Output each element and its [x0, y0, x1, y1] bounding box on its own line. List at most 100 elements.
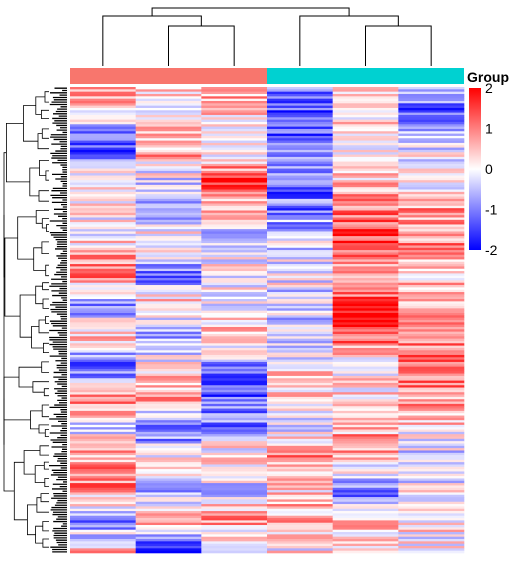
heatmap-cell: [201, 110, 268, 113]
heatmap-cell: [332, 415, 399, 419]
heatmap-cell: [201, 166, 268, 169]
heatmap-cell: [70, 152, 136, 155]
row-dendro-link: [41, 109, 49, 119]
heatmap-cell: [70, 142, 136, 146]
heatmap-cell: [398, 396, 465, 400]
color-legend: Group 2 1 0 -1 -2: [467, 69, 509, 258]
heatmap-cell: [135, 177, 202, 181]
heatmap-cell: [135, 501, 202, 505]
heatmap-cell: [398, 536, 465, 540]
heatmap-cell: [135, 320, 202, 323]
heatmap-cell: [70, 322, 136, 325]
heatmap-cell: [332, 271, 399, 274]
heatmap-cell: [201, 408, 268, 412]
heatmap-cell: [70, 368, 136, 372]
heatmap-cell: [135, 497, 202, 500]
heatmap-cell: [332, 424, 399, 428]
heatmap-cell: [70, 457, 136, 461]
heatmap-cell: [201, 180, 268, 183]
heatmap-cell: [267, 175, 333, 179]
heatmap-cell: [201, 352, 268, 356]
heatmap-cell: [398, 441, 465, 444]
heatmap-cell: [70, 513, 136, 517]
heatmap-cell: [135, 191, 202, 195]
heatmap-cell: [135, 182, 202, 186]
heatmap-cell: [398, 240, 465, 244]
heatmap-cell: [332, 89, 399, 92]
heatmap-cell: [398, 219, 465, 223]
heatmap-cell: [332, 394, 399, 398]
heatmap-cell: [398, 473, 465, 477]
heatmap-cell: [201, 194, 268, 197]
heatmap-cell: [267, 385, 333, 388]
heatmap-cell: [267, 501, 333, 505]
heatmap-cell: [332, 103, 399, 106]
heatmap-cell: [332, 483, 399, 486]
heatmap-cell: [135, 529, 202, 533]
heatmap-cell: [398, 191, 465, 195]
heatmap-cell: [398, 347, 465, 351]
heatmap-cell: [267, 154, 333, 158]
heatmap-cell: [201, 191, 268, 195]
row-dendro-link: [3, 398, 15, 492]
heatmap-cell: [70, 504, 136, 507]
heatmap-cell: [398, 429, 465, 433]
heatmap-cell: [332, 529, 399, 533]
heatmap-cell: [332, 310, 399, 314]
heatmap-cell: [135, 373, 202, 377]
heatmap-cell: [70, 501, 136, 505]
heatmap-cell: [201, 184, 268, 188]
heatmap-cell: [332, 515, 399, 519]
heatmap-cell: [135, 217, 202, 221]
heatmap-cell: [70, 347, 136, 351]
heatmap-cell: [398, 154, 465, 158]
heatmap-cell: [135, 366, 202, 370]
heatmap-cell: [70, 480, 136, 484]
heatmap-cell: [267, 299, 333, 302]
heatmap-cell: [398, 189, 465, 193]
heatmap-cell: [332, 385, 399, 388]
heatmap-cell: [267, 373, 333, 377]
heatmap-cell: [398, 89, 465, 92]
heatmap-cell: [398, 469, 465, 472]
heatmap-cell: [70, 236, 136, 239]
heatmap-cell: [70, 140, 136, 144]
heatmap-cell: [201, 245, 268, 249]
heatmap-cell: [267, 380, 333, 384]
heatmap-cell: [332, 191, 399, 195]
heatmap-cell: [398, 105, 465, 109]
heatmap-cell: [70, 110, 136, 113]
heatmap-cell: [267, 187, 333, 190]
heatmap-cell: [201, 264, 268, 267]
heatmap-cell: [267, 359, 333, 363]
heatmap-cell: [267, 364, 333, 367]
heatmap-cell: [70, 219, 136, 223]
heatmap-cell: [267, 401, 333, 405]
heatmap-cell: [398, 121, 465, 125]
heatmap-cell: [201, 212, 268, 216]
heatmap-cell: [201, 208, 268, 211]
heatmap-cell: [267, 424, 333, 428]
heatmap-cell: [398, 194, 465, 197]
heatmap-cell: [70, 473, 136, 477]
heatmap-cell: [70, 450, 136, 454]
heatmap-cell: [332, 231, 399, 235]
heatmap-cell: [135, 124, 202, 127]
heatmap-cell: [135, 543, 202, 547]
heatmap-cell: [332, 203, 399, 207]
heatmap-cell: [70, 490, 136, 493]
heatmap-cell: [70, 135, 136, 139]
heatmap-cell: [201, 243, 268, 246]
legend-tick-label: 1: [485, 121, 493, 137]
heatmap-cell: [267, 170, 333, 174]
heatmap-cell: [201, 455, 268, 458]
heatmap-cell: [201, 389, 268, 393]
heatmap-cell: [135, 429, 202, 433]
heatmap-cell: [398, 343, 465, 346]
heatmap-cell: [332, 152, 399, 155]
heatmap-cell: [70, 194, 136, 197]
heatmap-cell: [70, 443, 136, 447]
heatmap-cell: [332, 217, 399, 221]
heatmap-cell: [201, 385, 268, 388]
heatmap-cell: [70, 208, 136, 211]
